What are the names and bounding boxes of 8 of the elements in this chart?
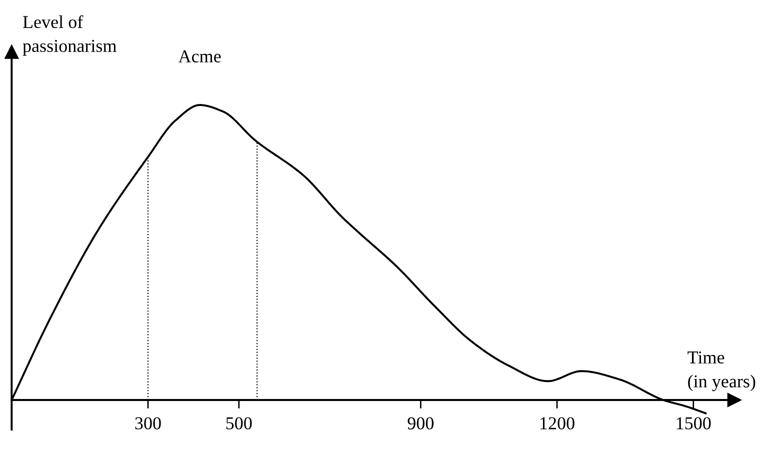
x-tick-label: 1200: [540, 417, 574, 430]
y-axis-title: Level of passionarism: [22, 15, 116, 56]
x-tick-label: 300: [135, 417, 161, 430]
x-tick-label: 500: [226, 417, 252, 430]
x-axis-title: Time (in years): [688, 351, 756, 392]
x-tick-label: 900: [408, 417, 434, 430]
annotation: Acme: [178, 50, 221, 62]
x-tick-label: 1500: [676, 417, 711, 430]
